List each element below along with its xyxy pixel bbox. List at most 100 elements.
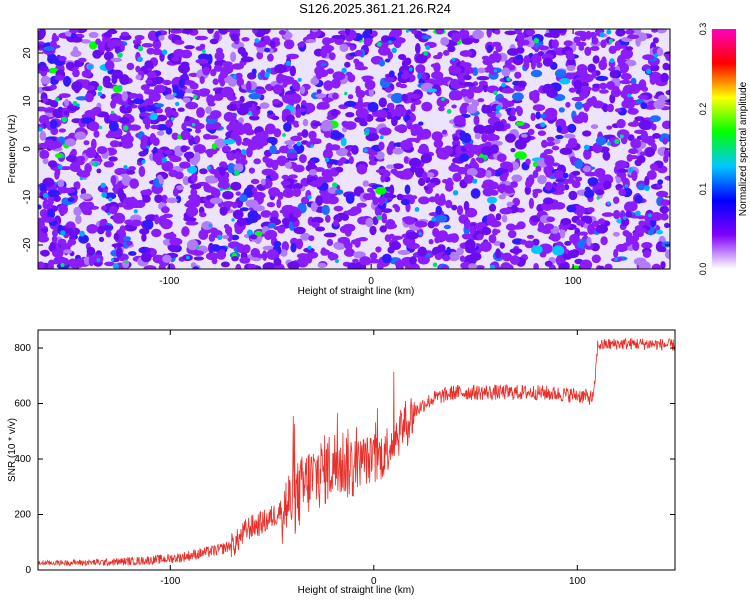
heatmap-blob: [259, 102, 270, 109]
heatmap-peak: [123, 165, 128, 170]
heatmap-blob: [495, 248, 501, 259]
heatmap-blob: [111, 75, 118, 84]
heatmap-blob: [578, 231, 589, 236]
heatmap-blob: [568, 87, 577, 93]
heatmap-blob: [385, 36, 397, 42]
heatmap-blob: [67, 197, 75, 203]
heatmap-peak: [107, 212, 111, 216]
heatmap-blob: [320, 47, 328, 59]
heatmap-blob: [495, 213, 502, 221]
heatmap-blob: [154, 194, 163, 204]
heatmap-blob: [330, 108, 339, 117]
heatmap-blob: [158, 35, 165, 41]
heatmap-blob: [111, 243, 124, 248]
heatmap-blob: [392, 163, 404, 170]
heatmap-blob: [346, 152, 352, 157]
heatmap-blob: [202, 133, 212, 140]
heatmap-blob: [592, 83, 601, 89]
heatmap-peak: [501, 82, 506, 88]
heatmap-blob: [276, 74, 289, 81]
heatmap-blob: [477, 157, 485, 164]
heatmap-blob: [225, 226, 233, 235]
heatmap-blob: [221, 86, 235, 98]
heatmap-blob: [104, 60, 115, 71]
heatmap-blob: [120, 134, 134, 144]
heatmap-blob: [301, 129, 309, 138]
heatmap-blob: [51, 235, 58, 244]
heatmap-blob: [485, 170, 492, 179]
heatmap-blob: [415, 43, 421, 54]
heatmap-blob: [625, 46, 634, 51]
heatmap-blob: [616, 168, 629, 173]
heatmap-peak: [233, 74, 237, 79]
heatmap-blob: [489, 220, 502, 228]
heatmap-blob: [156, 130, 165, 136]
heatmap-blob: [62, 249, 73, 254]
heatmap-blob: [105, 133, 113, 139]
heatmap-peak: [282, 133, 286, 137]
heatmap-peak: [451, 57, 456, 61]
heatmap-blob: [359, 121, 368, 127]
heatmap-blob: [141, 134, 149, 143]
heatmap-blob: [458, 120, 466, 126]
heatmap-blob: [459, 50, 473, 57]
heatmap-blob: [420, 29, 429, 32]
heatmap-blob: [108, 156, 118, 162]
heatmap-blob: [77, 170, 91, 178]
heatmap-blob: [58, 204, 69, 215]
heatmap-blob: [271, 115, 280, 121]
heatmap-blob: [58, 93, 71, 98]
heatmap-blob: [166, 87, 172, 96]
heatmap-blob: [280, 180, 291, 186]
heatmap-blob: [321, 204, 330, 216]
heatmap-blob: [517, 80, 527, 88]
heatmap-peak: [341, 67, 347, 74]
heatmap-blob: [481, 146, 494, 156]
heatmap-blob: [145, 79, 154, 84]
heatmap-blob: [57, 238, 67, 246]
heatmap-blob: [166, 197, 178, 204]
heatmap-blob: [154, 84, 166, 94]
heatmap-blob: [494, 29, 501, 35]
heatmap-blob: [621, 217, 630, 227]
heatmap-blob: [344, 61, 351, 68]
heatmap-blob: [631, 170, 638, 182]
heatmap-blob: [104, 192, 117, 200]
heatmap-blob: [451, 204, 458, 211]
heatmap-peak: [441, 97, 445, 101]
heatmap-blob: [140, 84, 150, 91]
heatmap-blob: [591, 220, 600, 227]
heatmap-y-tick-label: -10: [22, 189, 33, 204]
heatmap-blob: [283, 39, 295, 50]
heatmap-peak: [405, 29, 409, 33]
heatmap-blob: [398, 54, 407, 60]
heatmap-blob: [222, 201, 235, 208]
heatmap-peak: [122, 125, 129, 131]
heatmap-blob: [368, 160, 377, 166]
heatmap-blob: [420, 153, 432, 164]
heatmap-blob: [463, 82, 475, 87]
heatmap-blob: [362, 180, 369, 187]
heatmap-blob: [400, 198, 410, 206]
heatmap-blob: [289, 65, 296, 77]
heatmap-blob: [247, 129, 255, 135]
heatmap-blob: [103, 31, 112, 38]
heatmap-blob: [594, 168, 606, 178]
heatmap-blob: [135, 74, 142, 80]
heatmap-peak: [76, 103, 80, 107]
heatmap-blob: [420, 128, 432, 140]
heatmap-blob: [600, 39, 607, 49]
heatmap-blob: [375, 117, 387, 122]
heatmap-blob: [462, 234, 471, 240]
heatmap-peak: [61, 116, 68, 123]
heatmap-blob: [501, 214, 508, 223]
heatmap-blob: [415, 64, 426, 74]
heatmap-blob: [527, 128, 535, 136]
heatmap-blob: [141, 43, 154, 48]
heatmap-blob: [340, 137, 347, 147]
heatmap-blob: [155, 114, 168, 122]
heatmap-blob: [433, 54, 442, 60]
heatmap-blob: [481, 55, 490, 61]
heatmap-blob: [104, 261, 115, 267]
heatmap-blob: [356, 164, 368, 175]
